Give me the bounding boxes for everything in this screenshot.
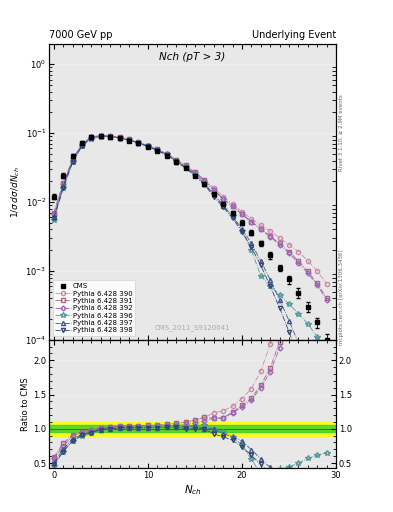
Text: Rivet 3.1.10, ≥ 2.9M events: Rivet 3.1.10, ≥ 2.9M events bbox=[339, 95, 344, 172]
Text: 7000 GeV pp: 7000 GeV pp bbox=[49, 30, 113, 40]
Text: CMS_2011_S9120041: CMS_2011_S9120041 bbox=[155, 324, 230, 331]
Text: mcplots.cern.ch [arXiv:1306.3436]: mcplots.cern.ch [arXiv:1306.3436] bbox=[339, 249, 344, 345]
Text: Underlying Event: Underlying Event bbox=[252, 30, 336, 40]
Legend: CMS, Pythia 6.428 390, Pythia 6.428 391, Pythia 6.428 392, Pythia 6.428 396, Pyt: CMS, Pythia 6.428 390, Pythia 6.428 391,… bbox=[53, 281, 135, 336]
Text: Nch (pT > 3): Nch (pT > 3) bbox=[160, 52, 226, 62]
Y-axis label: $1/\sigma\,d\sigma/dN_{ch}$: $1/\sigma\,d\sigma/dN_{ch}$ bbox=[10, 166, 22, 218]
Y-axis label: Ratio to CMS: Ratio to CMS bbox=[22, 377, 30, 431]
X-axis label: $N_{ch}$: $N_{ch}$ bbox=[184, 483, 202, 497]
